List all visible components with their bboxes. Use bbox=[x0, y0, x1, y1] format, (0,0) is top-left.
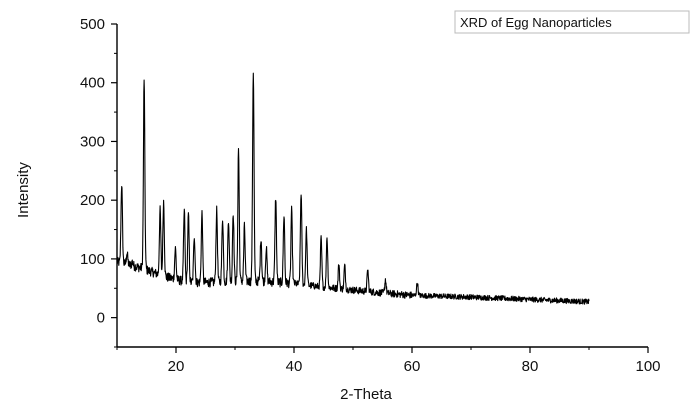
x-tick-label: 40 bbox=[286, 358, 303, 375]
y-axis: 0 100 200 300 400 500 bbox=[80, 16, 118, 348]
y-tick-label: 300 bbox=[80, 133, 105, 150]
y-tick-label: 100 bbox=[80, 251, 105, 268]
y-tick-label: 500 bbox=[80, 16, 105, 33]
y-tick-label: 0 bbox=[97, 310, 105, 327]
y-tick-label: 400 bbox=[80, 75, 105, 92]
x-tick-label: 80 bbox=[522, 358, 539, 375]
x-tick-label: 100 bbox=[635, 358, 660, 375]
series-line bbox=[116, 72, 590, 305]
y-tick-label: 200 bbox=[80, 192, 105, 209]
legend: XRD of Egg Nanoparticles bbox=[454, 10, 690, 34]
x-axis-title: 2-Theta bbox=[340, 386, 392, 402]
legend-entry: XRD of Egg Nanoparticles bbox=[460, 15, 612, 30]
series-layer bbox=[116, 72, 590, 305]
legend-box bbox=[454, 10, 690, 34]
x-tick-label: 20 bbox=[168, 358, 185, 375]
y-axis-title: Intensity bbox=[15, 162, 32, 218]
x-tick-label: 60 bbox=[404, 358, 421, 375]
x-axis: 20 40 60 80 100 bbox=[116, 346, 661, 375]
